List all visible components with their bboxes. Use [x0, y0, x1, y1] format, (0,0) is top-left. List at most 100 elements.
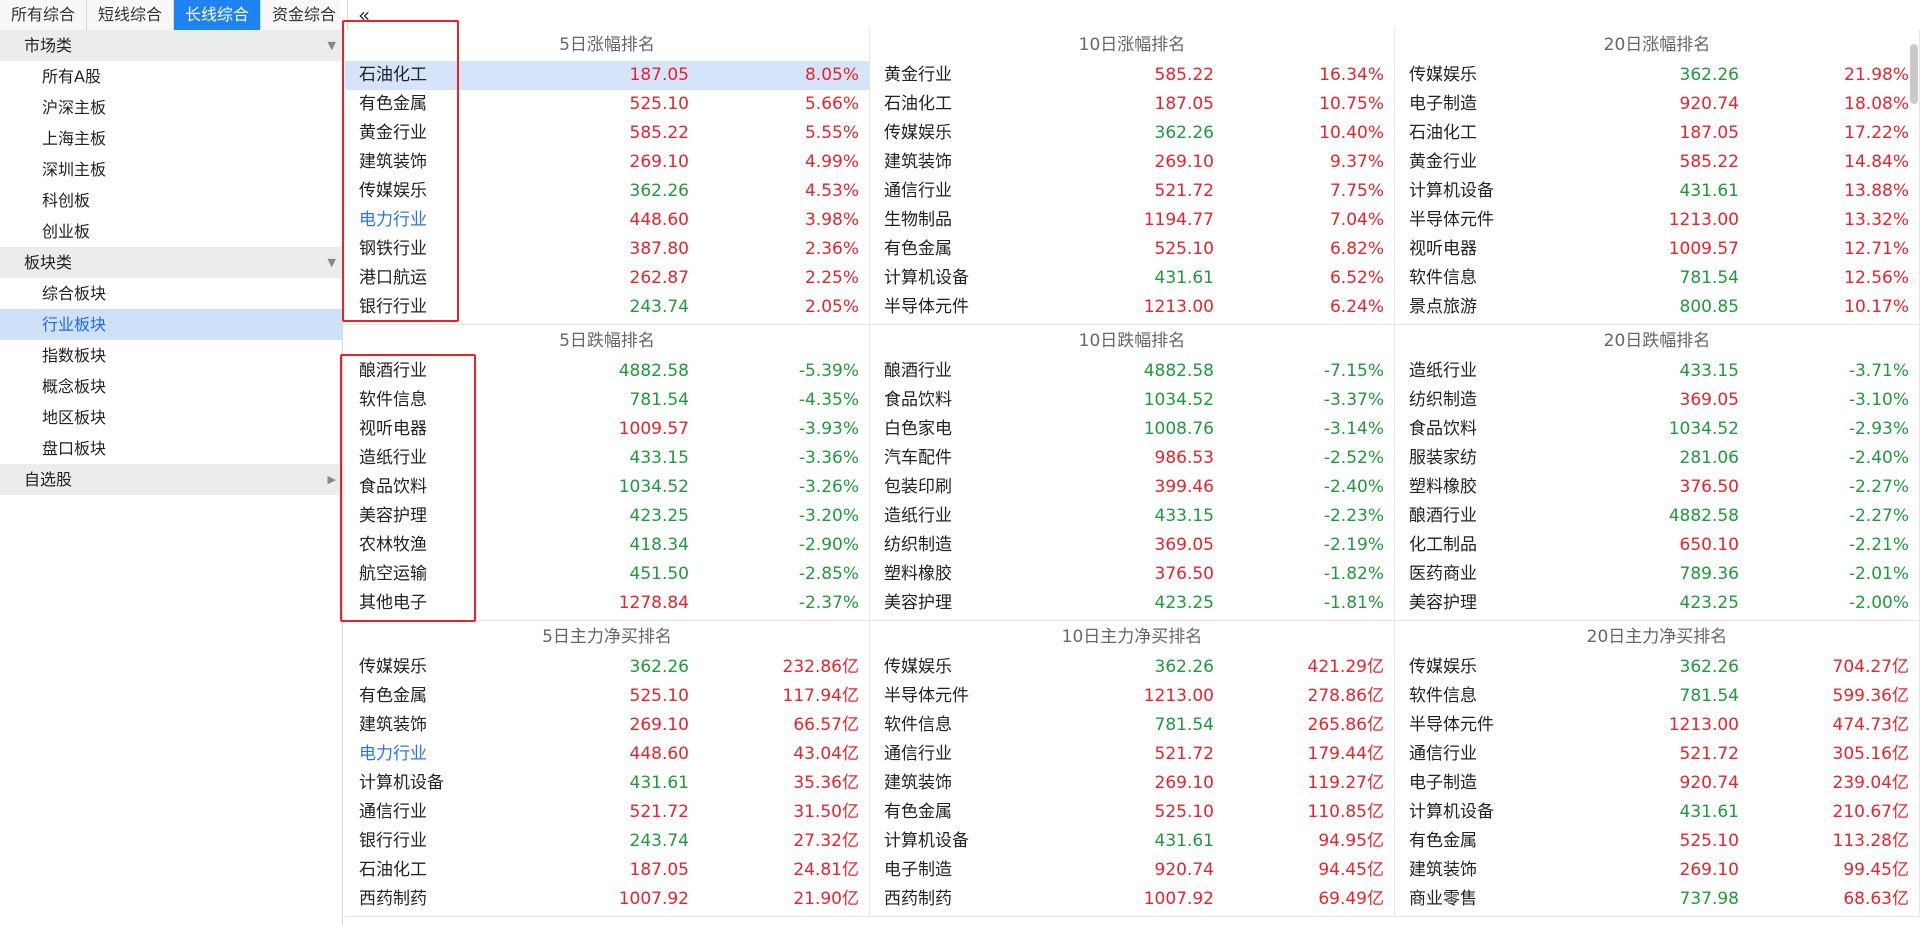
sector-name[interactable]: 黄金行业	[1409, 152, 1477, 172]
sector-name[interactable]: 美容护理	[359, 506, 427, 526]
sector-name[interactable]: 纺织制造	[884, 535, 952, 555]
table-row[interactable]: 纺织制造 369.05 -2.19%	[870, 531, 1394, 560]
table-row[interactable]: 半导体元件 1213.00 474.73亿	[1395, 711, 1919, 740]
sector-name[interactable]: 有色金属	[359, 94, 427, 114]
sector-name[interactable]: 白色家电	[884, 419, 952, 439]
table-row[interactable]: 传媒娱乐 362.26 232.86亿	[345, 653, 869, 682]
sector-name[interactable]: 有色金属	[1409, 831, 1477, 851]
sidebar-item-concept-sector[interactable]: 概念板块	[42, 377, 107, 396]
table-row[interactable]: 酿酒行业 4882.58 -2.27%	[1395, 502, 1919, 531]
sector-name[interactable]: 软件信息	[1409, 268, 1477, 288]
table-row[interactable]: 软件信息 781.54 265.86亿	[870, 711, 1394, 740]
sector-name[interactable]: 计算机设备	[884, 268, 969, 288]
sector-name[interactable]: 美容护理	[884, 593, 952, 613]
sector-name[interactable]: 汽车配件	[884, 448, 952, 468]
table-row[interactable]: 美容护理 423.25 -3.20%	[345, 502, 869, 531]
sector-name[interactable]: 西药制药	[884, 889, 952, 909]
table-row[interactable]: 通信行业 521.72 305.16亿	[1395, 740, 1919, 769]
table-row[interactable]: 食品饮料 1034.52 -3.37%	[870, 386, 1394, 415]
sector-name[interactable]: 通信行业	[1409, 744, 1477, 764]
sector-name[interactable]: 其他电子	[359, 593, 427, 613]
sector-name[interactable]: 传媒娱乐	[1409, 65, 1477, 85]
table-row[interactable]: 银行行业 243.74 27.32亿	[345, 827, 869, 856]
sector-name[interactable]: 传媒娱乐	[884, 123, 952, 143]
table-row[interactable]: 其他电子 1278.84 -2.37%	[345, 589, 869, 618]
sidebar-item-all-a-shares[interactable]: 所有A股	[42, 67, 101, 86]
table-row[interactable]: 汽车配件 986.53 -2.52%	[870, 444, 1394, 473]
sector-name[interactable]: 计算机设备	[1409, 802, 1494, 822]
sector-name[interactable]: 电力行业	[359, 744, 427, 764]
table-row[interactable]: 半导体元件 1213.00 6.24%	[870, 293, 1394, 322]
table-row[interactable]: 美容护理 423.25 -2.00%	[1395, 589, 1919, 618]
sector-name[interactable]: 建筑装饰	[359, 715, 427, 735]
sector-name[interactable]: 黄金行业	[359, 123, 427, 143]
table-row[interactable]: 化工制品 650.10 -2.21%	[1395, 531, 1919, 560]
sector-name[interactable]: 美容护理	[1409, 593, 1477, 613]
table-row[interactable]: 景点旅游 800.85 10.17%	[1395, 293, 1919, 322]
sidebar-item-region-sector[interactable]: 地区板块	[42, 408, 107, 427]
sector-name[interactable]: 酿酒行业	[359, 361, 427, 381]
table-row[interactable]: 石油化工 187.05 24.81亿	[345, 856, 869, 885]
sector-name[interactable]: 电子制造	[1409, 773, 1477, 793]
table-row[interactable]: 石油化工 187.05 17.22%	[1395, 119, 1919, 148]
sector-name[interactable]: 电子制造	[1409, 94, 1477, 114]
sector-name[interactable]: 食品饮料	[1409, 419, 1477, 439]
table-row[interactable]: 软件信息 781.54 -4.35%	[345, 386, 869, 415]
table-row[interactable]: 造纸行业 433.15 -3.71%	[1395, 357, 1919, 386]
sector-name[interactable]: 有色金属	[884, 802, 952, 822]
table-row[interactable]: 计算机设备 431.61 35.36亿	[345, 769, 869, 798]
table-row[interactable]: 传媒娱乐 362.26 704.27亿	[1395, 653, 1919, 682]
sector-name[interactable]: 传媒娱乐	[359, 181, 427, 201]
table-row[interactable]: 电力行业 448.60 3.98%	[345, 206, 869, 235]
sector-name[interactable]: 食品饮料	[359, 477, 427, 497]
table-row[interactable]: 造纸行业 433.15 -3.36%	[345, 444, 869, 473]
table-row[interactable]: 银行行业 243.74 2.05%	[345, 293, 869, 322]
sector-name[interactable]: 半导体元件	[1409, 210, 1494, 230]
sector-name[interactable]: 半导体元件	[884, 297, 969, 317]
table-row[interactable]: 电力行业 448.60 43.04亿	[345, 740, 869, 769]
table-row[interactable]: 软件信息 781.54 12.56%	[1395, 264, 1919, 293]
sector-name[interactable]: 医药商业	[1409, 564, 1477, 584]
sidebar-item-composite-sector[interactable]: 综合板块	[42, 284, 107, 303]
tab-capital[interactable]: 资金综合	[261, 0, 349, 30]
sector-name[interactable]: 建筑装饰	[884, 773, 952, 793]
table-row[interactable]: 电子制造 920.74 18.08%	[1395, 90, 1919, 119]
sector-name[interactable]: 包装印刷	[884, 477, 952, 497]
table-row[interactable]: 服装家纺 281.06 -2.40%	[1395, 444, 1919, 473]
sidebar-section-sectors[interactable]: 板块类 ▼	[0, 247, 342, 278]
sector-name[interactable]: 黄金行业	[884, 65, 952, 85]
table-row[interactable]: 农林牧渔 418.34 -2.90%	[345, 531, 869, 560]
table-row[interactable]: 有色金属 525.10 5.66%	[345, 90, 869, 119]
sector-name[interactable]: 服装家纺	[1409, 448, 1477, 468]
sector-name[interactable]: 软件信息	[359, 390, 427, 410]
sector-name[interactable]: 商业零售	[1409, 889, 1477, 909]
sidebar-item-sh-main[interactable]: 上海主板	[42, 129, 107, 148]
sidebar-item-tape-sector[interactable]: 盘口板块	[42, 439, 107, 458]
sector-name[interactable]: 半导体元件	[884, 686, 969, 706]
sector-name[interactable]: 造纸行业	[1409, 361, 1477, 381]
table-row[interactable]: 通信行业 521.72 7.75%	[870, 177, 1394, 206]
sector-name[interactable]: 酿酒行业	[884, 361, 952, 381]
table-row[interactable]: 半导体元件 1213.00 278.86亿	[870, 682, 1394, 711]
sector-name[interactable]: 建筑装饰	[359, 152, 427, 172]
table-row[interactable]: 塑料橡胶 376.50 -2.27%	[1395, 473, 1919, 502]
table-row[interactable]: 建筑装饰 269.10 119.27亿	[870, 769, 1394, 798]
sector-name[interactable]: 建筑装饰	[1409, 860, 1477, 880]
table-row[interactable]: 半导体元件 1213.00 13.32%	[1395, 206, 1919, 235]
table-row[interactable]: 传媒娱乐 362.26 21.98%	[1395, 61, 1919, 90]
table-row[interactable]: 有色金属 525.10 6.82%	[870, 235, 1394, 264]
sector-name[interactable]: 食品饮料	[884, 390, 952, 410]
table-row[interactable]: 商业零售 737.98 68.63亿	[1395, 885, 1919, 914]
sector-name[interactable]: 石油化工	[359, 65, 427, 85]
table-row[interactable]: 传媒娱乐 362.26 10.40%	[870, 119, 1394, 148]
sector-name[interactable]: 视听电器	[359, 419, 427, 439]
table-row[interactable]: 黄金行业 585.22 14.84%	[1395, 148, 1919, 177]
sector-name[interactable]: 石油化工	[1409, 123, 1477, 143]
sidebar-section-market[interactable]: 市场类 ▼	[0, 30, 342, 61]
tab-all-composite[interactable]: 所有综合	[0, 0, 88, 30]
table-row[interactable]: 传媒娱乐 362.26 4.53%	[345, 177, 869, 206]
sector-name[interactable]: 塑料橡胶	[884, 564, 952, 584]
sector-name[interactable]: 计算机设备	[359, 773, 444, 793]
table-row[interactable]: 视听电器 1009.57 -3.93%	[345, 415, 869, 444]
table-row[interactable]: 计算机设备 431.61 6.52%	[870, 264, 1394, 293]
